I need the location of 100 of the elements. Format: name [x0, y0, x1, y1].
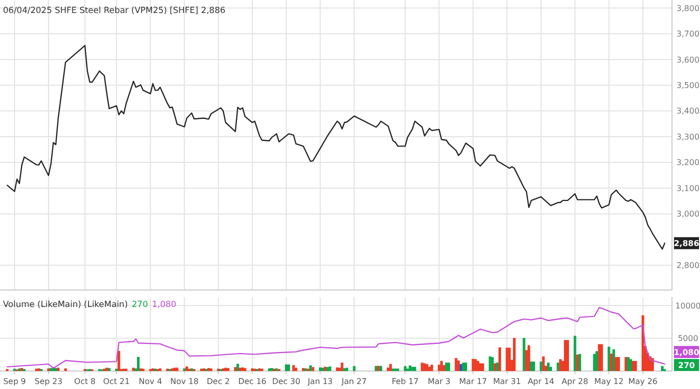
y-tick-label: 3,300 — [676, 132, 700, 142]
x-tick-label: Sep 23 — [34, 377, 62, 386]
bar — [576, 354, 579, 371]
bar — [270, 368, 274, 371]
bar — [352, 366, 356, 371]
bar — [546, 362, 550, 371]
bar — [476, 360, 480, 371]
bar — [430, 364, 434, 371]
bar — [186, 366, 188, 371]
bar — [593, 354, 596, 371]
bar — [494, 363, 496, 371]
x-tick-label: Dec 30 — [272, 377, 300, 386]
bar — [426, 364, 428, 371]
bar — [634, 360, 637, 371]
bar — [414, 366, 416, 371]
annotation: 2,886 — [674, 238, 700, 248]
y-tick-label: 3,400 — [676, 106, 700, 116]
line-series — [6, 307, 666, 369]
x-tick-label: Nov 4 — [138, 377, 162, 386]
bar — [595, 351, 598, 371]
bar — [210, 368, 212, 371]
bar — [170, 368, 174, 371]
bar — [556, 362, 560, 371]
bar — [498, 347, 502, 371]
x-tick-label: Dec 2 — [206, 377, 230, 386]
bar — [574, 336, 576, 371]
bar — [238, 368, 242, 371]
x-tick-label: Feb 17 — [392, 377, 419, 386]
annotation: 1,080 — [152, 300, 176, 310]
bar — [343, 368, 346, 371]
bar — [491, 357, 494, 371]
y-tick-label: 3,100 — [676, 184, 700, 193]
bar — [132, 368, 135, 371]
bar — [326, 367, 329, 371]
bar — [408, 365, 412, 371]
x-tick-label: Jan 27 — [340, 377, 367, 386]
bar — [440, 360, 443, 371]
bar — [474, 359, 477, 371]
x-tick-label: Mar 31 — [493, 377, 521, 386]
bar — [464, 362, 468, 371]
x-tick-label: Oct 8 — [74, 377, 96, 386]
bar — [158, 368, 162, 371]
bar — [54, 368, 58, 371]
text: 1,080 — [674, 348, 700, 357]
bar — [38, 368, 40, 371]
bar — [176, 368, 178, 371]
bar — [346, 368, 348, 371]
bar — [629, 359, 632, 371]
bar — [108, 368, 110, 371]
y-tick-label: 5000 — [678, 334, 698, 344]
bar — [56, 368, 60, 371]
bar — [294, 368, 298, 371]
bar — [442, 365, 446, 371]
text: 270 — [678, 360, 696, 370]
bar — [47, 368, 50, 371]
x-tick-label: Jan 13 — [306, 377, 333, 386]
bar — [190, 368, 193, 371]
bar — [287, 364, 290, 371]
bar — [118, 350, 120, 371]
bar — [496, 362, 499, 371]
bar — [404, 366, 406, 371]
bar — [20, 368, 24, 371]
chart-title: Volume (LikeMain) (LikeMain) — [3, 300, 128, 310]
bar — [578, 354, 582, 371]
bar — [481, 363, 484, 371]
bar — [513, 338, 516, 371]
bar — [528, 345, 530, 371]
bar — [380, 366, 382, 371]
bar — [462, 362, 465, 371]
bar — [105, 368, 108, 371]
bar — [292, 365, 295, 371]
bar — [389, 364, 392, 371]
bar — [268, 368, 271, 371]
bar — [617, 357, 620, 371]
x-tick-label: May 12 — [594, 377, 624, 386]
y-tick-label: 3,500 — [676, 80, 700, 90]
bar — [627, 357, 630, 371]
x-tick-label: May 26 — [628, 377, 658, 386]
bar — [632, 360, 634, 371]
bar — [457, 360, 460, 371]
bar — [136, 356, 140, 371]
bar — [624, 357, 628, 371]
bar — [222, 368, 224, 371]
y-tick-label: 10000 — [675, 301, 700, 310]
bar — [321, 368, 324, 371]
x-tick-label: Apr 28 — [562, 377, 588, 386]
bar — [508, 348, 511, 371]
bar — [304, 368, 307, 371]
bar — [302, 368, 305, 371]
bar — [234, 367, 237, 371]
x-tick-label: Mar 3 — [428, 377, 450, 386]
bar — [506, 348, 508, 371]
chart-title: 06/04/2025 SHFE Steel Rebar (VPM25) [SHFE] 2,886 — [3, 6, 226, 16]
bar — [542, 356, 545, 371]
bar — [610, 354, 613, 371]
bar — [18, 368, 21, 371]
bar — [660, 366, 664, 371]
x-tick-label: Apr 14 — [528, 377, 554, 386]
annotation: 270 — [132, 300, 148, 310]
bar — [226, 368, 230, 371]
